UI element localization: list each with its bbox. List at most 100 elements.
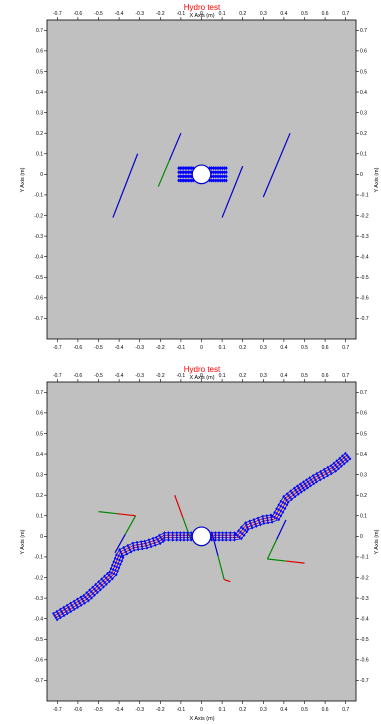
y-tick-label-right: -0.6 [360, 658, 369, 664]
rod-marker [183, 178, 187, 183]
x-tick-label-bottom: 0.5 [301, 707, 308, 713]
chain-marker [301, 486, 305, 490]
chain-marker [297, 486, 300, 490]
chain-marker [85, 597, 89, 601]
chain-marker [255, 524, 258, 528]
chain-marker [111, 563, 114, 567]
rod-marker [211, 178, 216, 183]
rod-marker [180, 170, 184, 175]
y-tick-label-right: 0.3 [360, 472, 367, 478]
chain-marker [103, 580, 107, 585]
x-tick-label-top: 0.1 [219, 373, 226, 379]
chain-marker [162, 539, 165, 543]
x-tick-label-top: -0.1 [177, 373, 186, 379]
x-tick-label-bottom: 0.4 [280, 345, 287, 351]
rod-marker [180, 166, 184, 171]
y-tick-label-left: -0.7 [34, 316, 43, 322]
chain-marker [186, 538, 189, 542]
chain-marker [344, 457, 347, 462]
y-tick-label-left: 0 [40, 172, 43, 178]
y-tick-label-left: 0.6 [36, 49, 43, 55]
y-tick-label-right: 0.1 [360, 152, 367, 158]
x-tick-label-top: 0.5 [301, 11, 308, 17]
chain-marker [234, 532, 238, 536]
fiber-segment [276, 519, 287, 540]
chain-marker [93, 587, 96, 591]
chain-marker [233, 533, 236, 537]
chain-marker [154, 535, 158, 540]
chain-marker [252, 518, 256, 522]
x-tick-label-bottom: -0.4 [115, 707, 124, 713]
chain-marker [285, 503, 289, 507]
y-tick-label-left: 0.5 [36, 69, 43, 75]
chain-marker [315, 471, 319, 476]
chain-marker [75, 603, 78, 607]
rod-marker [217, 174, 221, 179]
y-axis-label-right: Y Axis (m) [374, 529, 380, 554]
y-tick-label-left: 0.1 [36, 514, 43, 520]
chain-marker [275, 507, 278, 511]
chain-marker [101, 579, 105, 583]
rod-marker [186, 170, 191, 175]
chain-marker [243, 528, 247, 532]
fiber-segment [112, 153, 139, 218]
x-tick-label-top: -0.2 [156, 11, 165, 17]
rod-marker [209, 166, 214, 171]
chart-title: Hydro test [184, 365, 221, 374]
fiber-segment [114, 534, 126, 554]
chain-marker [102, 585, 105, 589]
x-tick-label-top: 0 [200, 11, 203, 17]
rod-marker [177, 170, 181, 175]
chain-marker [122, 545, 125, 550]
chain-marker [140, 544, 144, 549]
y-tick-label-left: 0.7 [36, 28, 43, 34]
fiber-segment [221, 165, 244, 218]
chain-marker [277, 508, 280, 512]
x-tick-label-bottom: 0.7 [342, 345, 349, 351]
chain-marker [277, 513, 281, 517]
rod-marker [217, 166, 221, 171]
chain-marker [299, 482, 302, 486]
chain-marker [300, 484, 304, 488]
rod-marker [188, 170, 192, 175]
x-axis-label-bottom: X Axis (m) [189, 716, 214, 722]
chain-marker [163, 538, 166, 542]
chain-marker [283, 506, 287, 511]
x-tick-label-bottom: -0.6 [74, 345, 83, 351]
y-tick-label-right: 0.2 [360, 131, 367, 137]
y-tick-label-right: 0.6 [360, 49, 367, 55]
y-tick-label-left: -0.1 [34, 555, 43, 561]
x-tick-label-top: -0.7 [53, 11, 62, 17]
chain-marker [95, 584, 99, 588]
fiber-segment [174, 494, 184, 519]
chain-marker [224, 536, 228, 540]
chain-marker [285, 498, 288, 502]
chain-marker [125, 552, 129, 556]
chain-marker [153, 541, 156, 545]
chain-marker [217, 531, 221, 535]
x-axis-label-top: X Axis (m) [189, 375, 214, 381]
x-tick-label-bottom: 0.3 [260, 707, 267, 713]
chain-marker [77, 599, 80, 603]
x-tick-label-top: 0.3 [260, 11, 267, 17]
chain-marker [175, 536, 179, 540]
chain-marker [189, 538, 193, 542]
chain-marker [91, 585, 94, 589]
chain-marker [91, 591, 95, 596]
rod-marker [190, 166, 194, 171]
y-tick-label-right: -0.7 [360, 316, 369, 322]
chain-marker [119, 555, 123, 559]
chain-marker [79, 603, 83, 607]
chain-marker [182, 533, 186, 537]
rod-marker [219, 170, 223, 175]
chain-marker [115, 573, 118, 577]
chain-marker [111, 567, 115, 572]
y-tick-label-left: -0.2 [34, 575, 43, 581]
chain-marker [237, 529, 240, 533]
x-tick-label-top: -0.3 [135, 373, 144, 379]
x-tick-label-top: 0.6 [322, 373, 329, 379]
rod-marker [211, 174, 216, 179]
chain-marker [73, 601, 77, 605]
x-tick-label-top: -0.2 [156, 373, 165, 379]
